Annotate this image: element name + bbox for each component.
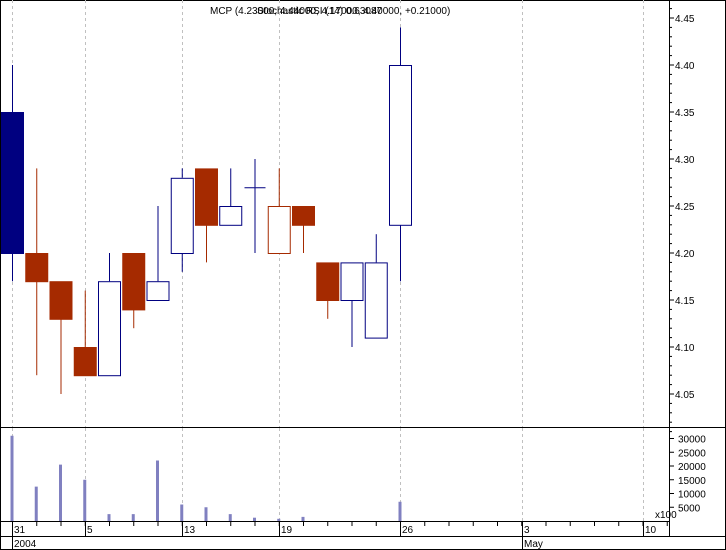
volume-bar <box>156 460 159 521</box>
date-tick-label: 26 <box>402 525 414 536</box>
price-tick-label: 4.30 <box>675 155 695 166</box>
date-sub-label: May <box>524 539 543 550</box>
volume-tick-label: 20000 <box>678 462 706 473</box>
price-tick-label: 4.45 <box>675 14 695 25</box>
grid-lines <box>12 0 644 521</box>
candle-body <box>364 262 388 339</box>
candle-body <box>316 262 340 301</box>
volume-bars <box>10 435 402 521</box>
price-tick-label: 4.15 <box>675 296 695 307</box>
candlesticks <box>1 27 412 394</box>
volume-bar <box>131 514 135 521</box>
volume-tick-label: 5000 <box>678 503 701 514</box>
candle-body <box>98 281 121 377</box>
candle-body <box>1 112 24 254</box>
volume-bar <box>301 516 305 521</box>
candle-body <box>219 206 243 226</box>
candle-body <box>73 347 97 377</box>
price-tick-label: 4.25 <box>675 202 695 213</box>
price-tick-label: 4.40 <box>675 61 695 72</box>
volume-bar <box>83 479 87 521</box>
volume-tick-label: 15000 <box>678 476 706 487</box>
date-tick-label: 13 <box>184 525 196 536</box>
price-tick-label: 4.10 <box>675 343 695 354</box>
candle-body <box>195 168 218 226</box>
candle-body <box>122 253 146 311</box>
date-tick-label: 3 <box>524 525 530 536</box>
price-axis-ticks: 4.45 4.40 4.35 4.30 4.25 4.20 4.15 4.10 4.05 <box>669 8 695 433</box>
volume-bar <box>277 518 281 521</box>
date-tick-label: 10 <box>645 525 657 536</box>
price-tick-label: 4.05 <box>675 390 695 401</box>
candle-body <box>340 262 364 301</box>
chart-title-overlay: Stochastic RSI (14) 0.63087 <box>257 6 383 17</box>
date-tick-label: 5 <box>87 525 93 536</box>
volume-bar <box>10 435 14 521</box>
date-sub-label: 2004 <box>14 539 37 550</box>
candle-body <box>146 281 170 302</box>
candle-body <box>170 177 194 254</box>
volume-bar <box>253 517 256 521</box>
candle-body <box>49 281 73 320</box>
date-tick-label: 31 <box>14 525 26 536</box>
candle-body <box>389 65 412 226</box>
date-tick-label: 19 <box>281 525 293 536</box>
volume-bar <box>34 486 38 521</box>
volume-bar <box>180 504 184 521</box>
date-axis-ticks: 31 5 13 19 26 3 10 2004 May <box>12 521 668 550</box>
volume-unit-label: x100 <box>655 510 677 521</box>
volume-bar <box>398 501 402 521</box>
candle-body <box>25 253 49 283</box>
volume-bar <box>59 464 62 521</box>
candle-body <box>267 206 291 254</box>
chart-title: MCP (4.23000, 4.44000, 4.17000, 4.40000,… <box>210 6 450 17</box>
volume-bar <box>107 514 111 521</box>
price-tick-label: 4.35 <box>675 108 695 119</box>
volume-tick-label: 10000 <box>678 490 706 501</box>
volume-tick-label: 30000 <box>678 435 706 446</box>
volume-bar <box>228 514 232 521</box>
volume-tick-label: 25000 <box>678 448 706 459</box>
candle-body <box>292 206 315 226</box>
volume-bar <box>204 507 208 521</box>
price-tick-label: 4.20 <box>675 249 695 260</box>
